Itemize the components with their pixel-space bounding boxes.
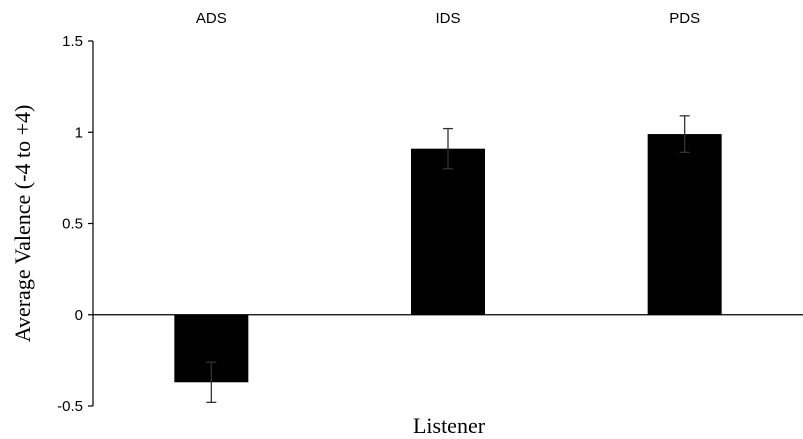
category-labels: ADS IDS PDS	[196, 10, 700, 27]
bars	[174, 115, 722, 404]
category-label-ads: ADS	[196, 10, 227, 27]
y-tick-label: 1	[75, 124, 83, 141]
y-tick-label: 1.5	[62, 33, 83, 50]
y-axis-title: Average Valence (-4 to +4)	[10, 105, 35, 343]
x-axis-title: Listener	[413, 413, 486, 438]
bar-ids	[411, 148, 485, 315]
y-tick-label: 0	[75, 307, 83, 324]
y-tick-label: -0.5	[57, 398, 83, 415]
bar-pds	[647, 134, 722, 315]
category-label-ids: IDS	[435, 10, 460, 27]
category-label-pds: PDS	[669, 10, 700, 27]
y-tick-label: 0.5	[62, 216, 83, 233]
